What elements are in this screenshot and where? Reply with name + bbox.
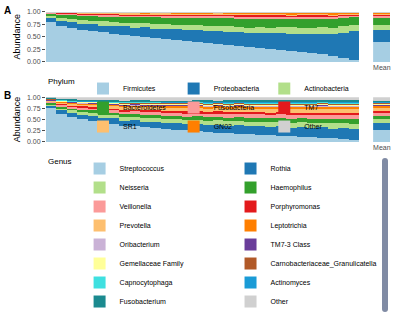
svg-text:Veillonella: Veillonella bbox=[120, 203, 152, 210]
svg-text:Neisseria: Neisseria bbox=[120, 184, 149, 191]
svg-text:B: B bbox=[4, 90, 11, 101]
svg-text:0.75: 0.75 bbox=[27, 21, 41, 28]
svg-text:GN02: GN02 bbox=[214, 123, 232, 130]
svg-text:Firmicutes: Firmicutes bbox=[123, 85, 156, 92]
svg-text:Haemophilus: Haemophilus bbox=[271, 184, 312, 192]
svg-text:Mean: Mean bbox=[373, 144, 391, 151]
svg-text:Streptococcus: Streptococcus bbox=[120, 165, 165, 173]
svg-text:Carnobacteriaceae_Granulicatel: Carnobacteriaceae_Granulicatella bbox=[271, 260, 377, 268]
svg-text:1.00: 1.00 bbox=[27, 8, 41, 15]
svg-text:Prevotella: Prevotella bbox=[120, 222, 151, 229]
svg-text:TM7-3 Class: TM7-3 Class bbox=[271, 241, 311, 248]
svg-text:A: A bbox=[4, 5, 11, 16]
svg-text:Other: Other bbox=[271, 298, 289, 305]
svg-text:Bacteroidetes: Bacteroidetes bbox=[123, 104, 166, 111]
svg-text:Rothia: Rothia bbox=[271, 165, 291, 172]
svg-text:0.25: 0.25 bbox=[27, 127, 41, 134]
svg-text:TM7: TM7 bbox=[304, 104, 318, 111]
svg-text:Gemellaceae Family: Gemellaceae Family bbox=[120, 260, 184, 268]
svg-text:Actinomyces: Actinomyces bbox=[271, 279, 311, 287]
svg-text:Oribacterium: Oribacterium bbox=[120, 241, 160, 248]
svg-text:Leptotrichia: Leptotrichia bbox=[271, 222, 307, 230]
svg-text:0.50: 0.50 bbox=[27, 116, 41, 123]
svg-text:Genus: Genus bbox=[48, 157, 72, 166]
svg-text:Mean: Mean bbox=[373, 64, 391, 71]
svg-text:0.25: 0.25 bbox=[27, 46, 41, 53]
svg-text:0.75: 0.75 bbox=[27, 105, 41, 112]
svg-text:SR1: SR1 bbox=[123, 123, 137, 130]
svg-text:0.00: 0.00 bbox=[27, 138, 41, 145]
svg-text:Abundance: Abundance bbox=[12, 97, 22, 143]
svg-text:Actinobacteria: Actinobacteria bbox=[304, 85, 348, 92]
svg-text:Proteobacteria: Proteobacteria bbox=[214, 85, 260, 92]
svg-text:0.50: 0.50 bbox=[27, 33, 41, 40]
svg-text:Porphyromonas: Porphyromonas bbox=[271, 203, 321, 211]
svg-text:Abundance: Abundance bbox=[12, 14, 22, 60]
svg-text:Other: Other bbox=[304, 123, 322, 130]
svg-text:1.00: 1.00 bbox=[27, 94, 41, 101]
svg-text:Capnocytophaga: Capnocytophaga bbox=[120, 279, 173, 287]
svg-text:Phylum: Phylum bbox=[48, 77, 75, 86]
svg-text:Fusobacteria: Fusobacteria bbox=[214, 104, 255, 111]
svg-text:Fusobacterium: Fusobacterium bbox=[120, 298, 166, 305]
svg-text:0.00: 0.00 bbox=[27, 58, 41, 65]
